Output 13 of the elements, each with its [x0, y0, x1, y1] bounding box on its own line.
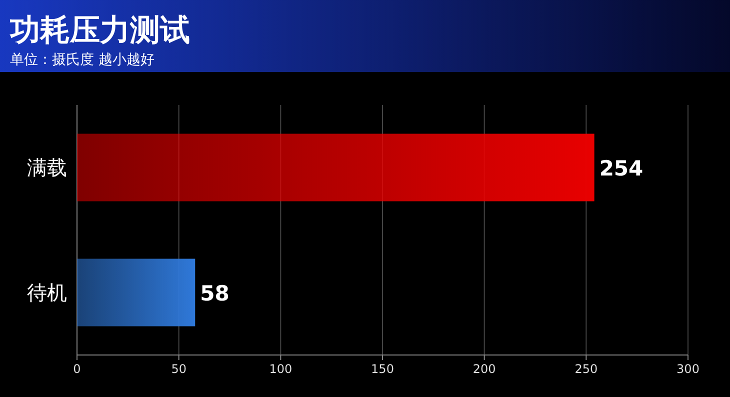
y-tick-label: 待机	[27, 280, 67, 304]
data-label: 58	[200, 282, 230, 306]
x-tick-label: 200	[472, 362, 496, 376]
chart-subtitle: 单位：摄氏度 越小越好	[10, 52, 154, 68]
chart-title: 功耗压力测试	[9, 13, 190, 48]
y-tick-label: 满载	[27, 156, 67, 180]
x-tick-label: 50	[171, 362, 186, 376]
x-tick-label: 100	[269, 362, 292, 376]
x-tick-label: 300	[676, 362, 700, 376]
x-tick-label: 0	[73, 362, 81, 376]
x-tick-label: 250	[574, 362, 598, 376]
x-tick-label: 150	[371, 362, 394, 376]
data-label: 254	[599, 156, 644, 180]
